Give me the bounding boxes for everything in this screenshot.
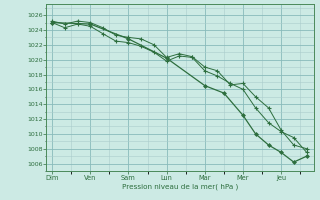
X-axis label: Pression niveau de la mer( hPa ): Pression niveau de la mer( hPa ) bbox=[122, 183, 238, 190]
